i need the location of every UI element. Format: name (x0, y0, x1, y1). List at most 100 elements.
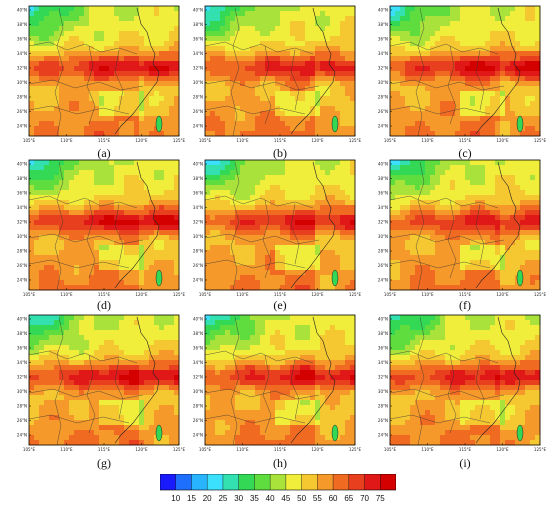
colorbar-swatch (191, 474, 208, 490)
lat-tick-label: 26°N (17, 418, 27, 423)
colorbar-label: 20 (203, 494, 212, 503)
lon-tick-label: 125°E (173, 447, 186, 452)
lon-tick-label: 115°E (459, 447, 472, 452)
lat-tick-label: 26°N (17, 263, 27, 268)
colorbar-swatch (364, 474, 381, 490)
lat-tick-label: 32°N (17, 374, 27, 379)
lat-tick-label: 32°N (378, 65, 388, 70)
lon-tick-label: 120°E (135, 447, 148, 452)
lat-tick-label: 34°N (378, 51, 388, 56)
colorbar-label: 45 (281, 494, 290, 503)
lat-tick-label: 28°N (17, 403, 27, 408)
lat-tick-label: 38°N (193, 176, 203, 181)
lat-tick-label: 28°N (193, 94, 203, 99)
lon-tick-label: 125°E (534, 138, 547, 143)
lat-tick-label: 40°N (17, 161, 27, 166)
panel-label: (b) (273, 146, 287, 160)
lat-tick-label: 38°N (378, 331, 388, 336)
colorbar-swatch (175, 474, 192, 490)
lat-tick-label: 34°N (193, 205, 203, 210)
island-taiwan (516, 269, 524, 287)
colorbar-label: 55 (313, 494, 322, 503)
lon-tick-label: 110°E (60, 447, 73, 452)
lon-tick-label: 120°E (496, 138, 509, 143)
colorbar-swatch (301, 474, 318, 490)
panel-label: (h) (273, 456, 287, 470)
lat-tick-label: 26°N (193, 418, 203, 423)
lat-tick-label: 34°N (378, 205, 388, 210)
lat-tick-label: 28°N (378, 403, 388, 408)
lat-tick-label: 32°N (193, 374, 203, 379)
colorbar-swatch (333, 474, 349, 490)
lat-tick-label: 40°N (193, 7, 203, 12)
lat-tick-label: 40°N (378, 7, 388, 12)
colorbar-label: 40 (266, 494, 275, 503)
province-borders (28, 7, 144, 137)
lon-tick-label: 115°E (274, 292, 287, 297)
colorbar-label: 35 (250, 494, 259, 503)
lon-tick-label: 120°E (135, 292, 148, 297)
coastline (114, 161, 160, 289)
island-taiwan (155, 115, 163, 133)
lat-tick-label: 32°N (17, 219, 27, 224)
lon-tick-label: 120°E (135, 138, 148, 143)
map-panel: 24°N 26°N 28°N 30°N 32°N 34°N 36°N 38°N 40°N 105°… (9, 4, 193, 146)
lat-tick-label: 30°N (378, 234, 388, 239)
lat-tick-label: 36°N (17, 36, 27, 41)
map-panel: 24°N 26°N 28°N 30°N 32°N 34°N 36°N 38°N 40°N 105°… (185, 158, 369, 300)
island-taiwan (155, 424, 163, 442)
lon-tick-label: 115°E (274, 447, 287, 452)
province-borders (204, 161, 320, 291)
province-borders (28, 316, 144, 446)
lat-tick-label: 24°N (193, 432, 203, 437)
lat-tick-label: 36°N (378, 345, 388, 350)
province-borders (389, 316, 505, 446)
lat-tick-label: 36°N (378, 36, 388, 41)
coastline (290, 161, 336, 289)
map-svg: 24°N 26°N 28°N 30°N 32°N 34°N 36°N 38°N 40°N 105°… (193, 5, 362, 143)
lat-tick-label: 36°N (378, 190, 388, 195)
lat-tick-label: 24°N (378, 432, 388, 437)
map-panel: 24°N 26°N 28°N 30°N 32°N 34°N 36°N 38°N 40°N 105°… (9, 313, 193, 455)
colorbar-swatch (207, 474, 223, 490)
lon-tick-label: 125°E (349, 292, 362, 297)
lat-tick-label: 40°N (378, 161, 388, 166)
lat-tick-label: 40°N (17, 7, 27, 12)
lat-tick-label: 34°N (17, 205, 27, 210)
lon-tick-label: 125°E (173, 292, 186, 297)
coastline (475, 316, 521, 444)
lat-tick-label: 36°N (17, 190, 27, 195)
colorbar-label: 10 (171, 494, 180, 503)
lat-tick-label: 40°N (193, 161, 203, 166)
map-svg: 24°N 26°N 28°N 30°N 32°N 34°N 36°N 38°N 40°N 105°… (193, 314, 362, 452)
lat-tick-label: 26°N (378, 109, 388, 114)
lat-tick-label: 28°N (17, 94, 27, 99)
panel-label: (f) (459, 298, 471, 312)
lon-tick-label: 105°E (199, 292, 212, 297)
colorbar-label: 15 (187, 494, 196, 503)
coastline (290, 316, 336, 444)
colorbar-swatch (254, 474, 271, 490)
lon-tick-label: 115°E (98, 447, 111, 452)
map-svg: 24°N 26°N 28°N 30°N 32°N 34°N 36°N 38°N 40°N 105°… (17, 159, 186, 297)
map-svg: 24°N 26°N 28°N 30°N 32°N 34°N 36°N 38°N 40°N 105°… (378, 159, 547, 297)
map-svg: 24°N 26°N 28°N 30°N 32°N 34°N 36°N 38°N 40°N 105°… (17, 5, 186, 143)
lat-tick-label: 34°N (378, 360, 388, 365)
colorbar-swatch (317, 474, 334, 490)
lat-tick-label: 30°N (378, 80, 388, 85)
lat-tick-label: 24°N (378, 123, 388, 128)
colorbar-label: 65 (344, 494, 353, 503)
map-panel: 24°N 26°N 28°N 30°N 32°N 34°N 36°N 38°N 40°N 105°… (185, 313, 369, 455)
lat-tick-label: 36°N (193, 345, 203, 350)
coastline (475, 7, 521, 135)
island-taiwan (516, 424, 524, 442)
lon-tick-label: 110°E (60, 138, 73, 143)
colorbar-label: 60 (329, 494, 338, 503)
lat-tick-label: 26°N (193, 109, 203, 114)
colorbar-swatch (285, 474, 302, 490)
lon-tick-label: 125°E (173, 138, 186, 143)
lat-tick-label: 24°N (17, 277, 27, 282)
lat-tick-label: 36°N (193, 36, 203, 41)
lat-tick-label: 38°N (193, 22, 203, 27)
lon-tick-label: 110°E (421, 447, 434, 452)
